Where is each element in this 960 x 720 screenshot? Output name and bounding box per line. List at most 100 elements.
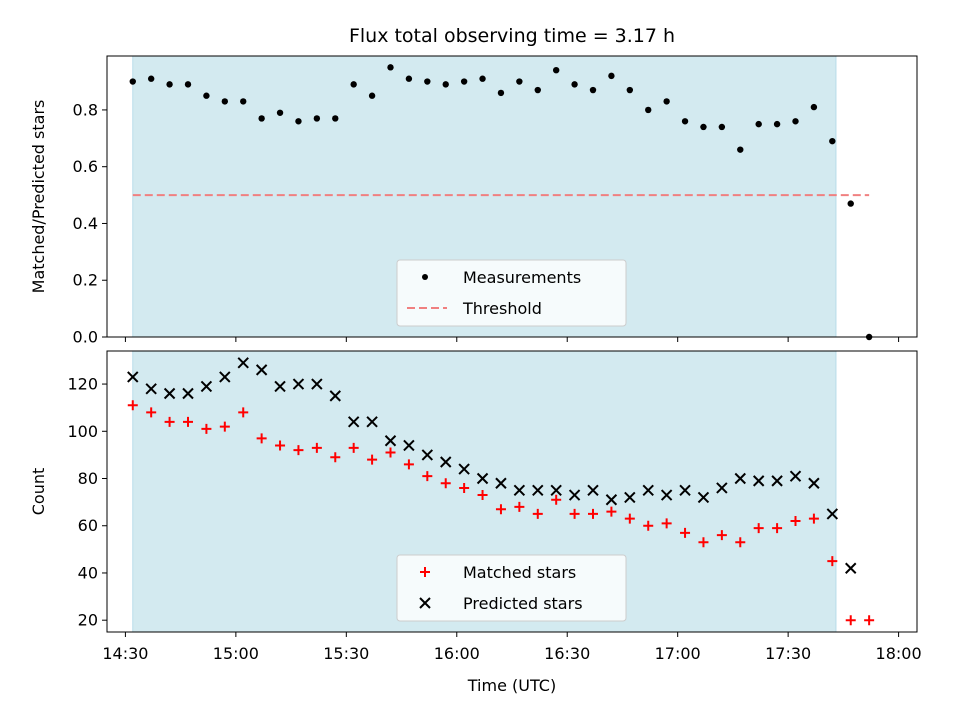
predicted-stars-point: [845, 562, 857, 574]
top-y-tick-label: 0.6: [73, 157, 98, 176]
measurements-point: [497, 89, 505, 97]
ratio-panel: 0.0 0.2 0.4 0.6 0.8 Flux total observing tim…: [29, 25, 918, 347]
predicted-stars-point: [274, 380, 286, 393]
matched-stars-point: [680, 527, 691, 538]
measurements-point: [589, 86, 597, 94]
top-legend: Measurements Threshold: [396, 259, 627, 327]
matched-stars-point: [201, 423, 212, 434]
measurements-point: [276, 109, 284, 116]
measurements-point: [313, 115, 321, 122]
matched-stars-point: [275, 440, 286, 451]
measurements-point: [681, 118, 689, 125]
measurements-point: [847, 200, 854, 207]
matched-stars-point: [643, 520, 654, 531]
measurements-point: [147, 75, 155, 82]
predicted-stars-point: [145, 383, 157, 395]
measurements-point: [295, 118, 302, 125]
top-y-ticks: 0.0 0.2 0.4 0.6 0.8: [73, 100, 107, 347]
predicted-stars-point: [163, 387, 176, 400]
predicted-stars-point: [587, 484, 599, 497]
measurements-point: [240, 98, 247, 105]
measurements-point: [608, 72, 615, 80]
predicted-stars-point: [384, 435, 397, 447]
predicted-stars-point: [366, 416, 378, 428]
matched-stars-point: [624, 513, 635, 524]
predicted-stars-point: [255, 364, 268, 376]
bottom-legend: Matched stars Predicted stars: [396, 554, 627, 622]
legend-plus-symbol: [420, 567, 430, 577]
measurements-point: [387, 64, 394, 71]
top-y-axis-label: Matched/Predicted stars: [29, 100, 48, 294]
predicted-stars-point: [532, 484, 544, 497]
predicted-stars-point: [550, 484, 562, 497]
matched-stars-point: [219, 421, 230, 432]
measurements-point: [737, 146, 744, 153]
matched-stars-point: [256, 433, 267, 444]
predicted-stars-point: [292, 378, 305, 390]
matched-stars-point: [293, 445, 304, 456]
matched-stars-point: [716, 530, 727, 541]
measurements-point: [810, 103, 818, 111]
predicted-stars-point: [660, 489, 673, 501]
bottom-series-marks: [127, 357, 875, 626]
measurements-point: [516, 78, 523, 85]
matched-stars-point: [753, 523, 764, 534]
predicted-stars-point: [440, 456, 452, 468]
predicted-stars-point: [127, 371, 139, 383]
bottom-x-ticks: 14:30 15:00 15:30 16:00 16:30 17:00 17:30 18:00: [102, 632, 922, 663]
measurements-point: [184, 81, 192, 88]
predicted-stars-point: [642, 484, 654, 497]
predicted-stars-point: [808, 477, 820, 489]
legend-matched-marker: [420, 567, 430, 577]
predicted-stars-point: [182, 387, 194, 400]
predicted-stars-point: [697, 491, 710, 504]
matched-stars-point: [348, 442, 359, 453]
measurements-point: [773, 120, 781, 128]
matched-stars-point: [808, 513, 819, 524]
matched-stars-point: [588, 508, 598, 519]
legend-x-symbol: [419, 597, 431, 609]
x-tick-label: 16:30: [544, 644, 590, 663]
matched-stars-point: [459, 482, 470, 493]
predicted-stars-point: [458, 463, 470, 475]
measurements-point: [424, 78, 431, 85]
x-axis-label: Time (UTC): [467, 676, 556, 695]
measurements-point: [663, 98, 670, 105]
x-tick-label: 16:00: [434, 644, 480, 663]
x-tick-label: 17:30: [765, 644, 811, 663]
matched-stars-point: [772, 523, 783, 534]
measurements-point: [166, 81, 173, 88]
bottom-y-ticks: 20 40 60 80 100 120: [67, 375, 107, 630]
x-tick-label: 14:30: [102, 644, 148, 663]
legend-matched-label: Matched stars: [463, 563, 576, 582]
matched-stars-point: [790, 516, 801, 527]
matched-stars-point: [661, 518, 672, 529]
legend-threshold-label: Threshold: [462, 299, 542, 318]
predicted-stars-point: [495, 477, 507, 489]
matched-stars-point: [698, 537, 709, 548]
matched-stars-point: [422, 471, 433, 482]
bot-y-tick-label: 40: [78, 563, 98, 582]
measurements-point: [368, 92, 376, 99]
measurements-point: [645, 106, 652, 114]
predicted-stars-point: [329, 390, 341, 402]
matched-stars-point: [532, 508, 543, 519]
predicted-stars-point: [513, 484, 526, 497]
bot-y-tick-label: 100: [67, 422, 98, 441]
predicted-stars-point: [219, 371, 231, 383]
bot-y-tick-label: 80: [78, 469, 98, 488]
measurements-point: [571, 81, 578, 88]
matched-stars-point: [606, 506, 617, 517]
measurements-point: [626, 86, 634, 94]
predicted-stars-point: [476, 472, 489, 485]
top-series-marks: [129, 64, 873, 341]
bot-y-tick-label: 20: [78, 611, 98, 630]
bot-y-tick-label: 60: [78, 516, 98, 535]
measurements-point: [755, 120, 762, 128]
x-tick-label: 15:30: [323, 644, 369, 663]
measurements-point: [700, 123, 707, 131]
predicted-stars-point: [771, 475, 783, 487]
top-y-tick-label: 0.8: [73, 100, 98, 119]
matched-stars-point: [827, 556, 838, 567]
predicted-stars-point: [311, 378, 323, 390]
